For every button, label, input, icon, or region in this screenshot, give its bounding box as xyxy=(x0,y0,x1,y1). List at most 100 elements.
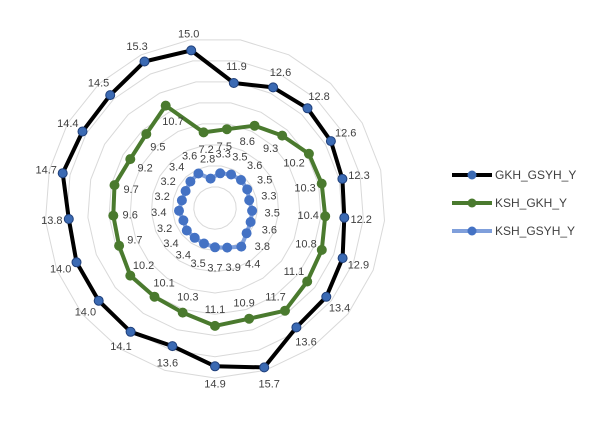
data-point xyxy=(63,214,74,224)
data-label: 3.5 xyxy=(232,151,247,163)
data-label: 9.2 xyxy=(137,163,152,175)
data-point xyxy=(291,322,302,333)
data-label: 13.6 xyxy=(295,336,316,348)
data-label: 3.2 xyxy=(160,176,175,188)
data-label: 14.4 xyxy=(57,118,78,130)
data-label: 12.8 xyxy=(308,91,329,103)
data-point xyxy=(277,130,288,141)
chart-series-layer xyxy=(57,45,350,373)
data-label: 4.4 xyxy=(245,258,260,270)
data-label: 3.5 xyxy=(265,207,280,219)
data-point xyxy=(249,120,260,131)
series-line-gkh-gsyh-y xyxy=(60,48,347,370)
data-label: 12.6 xyxy=(335,128,356,140)
data-label: 14.0 xyxy=(50,264,71,276)
data-label: 10.2 xyxy=(283,157,304,169)
data-point xyxy=(210,320,220,331)
data-point xyxy=(141,129,152,139)
data-label: 14.9 xyxy=(204,378,225,390)
data-label: 3.3 xyxy=(261,191,276,203)
data-label: 2.8 xyxy=(200,154,215,166)
series-line-ksh-gkh-y xyxy=(111,103,328,328)
data-label: 3.4 xyxy=(151,207,166,219)
data-point xyxy=(108,210,119,221)
data-label: 13.8 xyxy=(41,215,62,227)
data-label: 9.3 xyxy=(263,143,278,155)
data-label: 3.6 xyxy=(262,224,277,236)
data-point xyxy=(160,100,171,111)
data-label: 15.7 xyxy=(258,379,279,391)
data-label: 3.4 xyxy=(163,238,178,250)
legend-label: KSH_GSYH_Y xyxy=(495,224,575,238)
grid-ring xyxy=(172,165,258,252)
data-label: 10.9 xyxy=(233,297,254,309)
data-point xyxy=(139,56,150,67)
data-point xyxy=(316,178,327,189)
data-point xyxy=(268,82,279,93)
data-label: 11.1 xyxy=(205,304,226,316)
data-label: 12.6 xyxy=(270,67,291,79)
data-point xyxy=(245,217,256,227)
data-label: 3.4 xyxy=(176,250,191,262)
data-point xyxy=(199,238,209,249)
data-point xyxy=(105,90,116,101)
data-point xyxy=(198,127,209,138)
data-point xyxy=(244,195,255,206)
legend-marker xyxy=(467,226,477,236)
data-point xyxy=(236,241,247,252)
data-label: 3.9 xyxy=(226,262,241,274)
data-point xyxy=(210,361,220,372)
data-label: 10.3 xyxy=(177,291,198,303)
data-point xyxy=(178,215,189,226)
data-label: 14.1 xyxy=(110,341,131,353)
data-point xyxy=(228,78,239,88)
data-point xyxy=(193,168,204,179)
data-label: 11.9 xyxy=(226,61,247,73)
data-point xyxy=(205,173,216,184)
data-label: 9.7 xyxy=(123,184,138,196)
chart-grid xyxy=(44,39,386,379)
data-label: 10.8 xyxy=(295,239,316,251)
data-point xyxy=(125,326,136,337)
grid-ring xyxy=(108,102,322,315)
data-point xyxy=(77,126,88,137)
data-point xyxy=(167,341,178,352)
data-point xyxy=(71,257,82,268)
data-label: 3.6 xyxy=(247,160,262,172)
data-point xyxy=(325,136,336,147)
data-point xyxy=(149,291,160,302)
data-point xyxy=(186,45,197,56)
data-point xyxy=(339,212,350,223)
data-label: 13.6 xyxy=(157,357,178,369)
data-label: 9.6 xyxy=(123,209,138,221)
data-label: 10.2 xyxy=(133,260,154,272)
data-point xyxy=(316,244,327,255)
data-label: 3.8 xyxy=(255,241,270,253)
data-point xyxy=(321,291,332,302)
legend-label: KSH_GKH_Y xyxy=(495,196,567,210)
data-label: 3.4 xyxy=(169,162,184,174)
data-label: 7.5 xyxy=(217,141,232,153)
data-point xyxy=(302,276,313,287)
data-label: 3.5 xyxy=(190,258,205,270)
data-label: 15.3 xyxy=(126,41,147,53)
data-point xyxy=(337,253,348,264)
grid-ring xyxy=(193,186,237,230)
data-point xyxy=(236,175,246,185)
data-point xyxy=(215,168,226,179)
data-label: 3.6 xyxy=(182,150,197,162)
data-label: 10.7 xyxy=(162,116,183,128)
chart-legend: GKH_GSYH_Y KSH_GKH_Y KSH_GSYH_Y xyxy=(452,168,576,238)
data-label: 7.2 xyxy=(198,144,213,156)
grid-ring xyxy=(150,144,280,273)
data-point xyxy=(57,168,68,179)
data-point xyxy=(125,154,136,165)
data-label: 8.6 xyxy=(240,136,255,148)
data-point xyxy=(189,232,200,243)
data-point xyxy=(221,124,232,135)
legend-marker xyxy=(467,170,477,180)
data-point xyxy=(109,180,120,191)
grid-ring xyxy=(87,81,343,337)
